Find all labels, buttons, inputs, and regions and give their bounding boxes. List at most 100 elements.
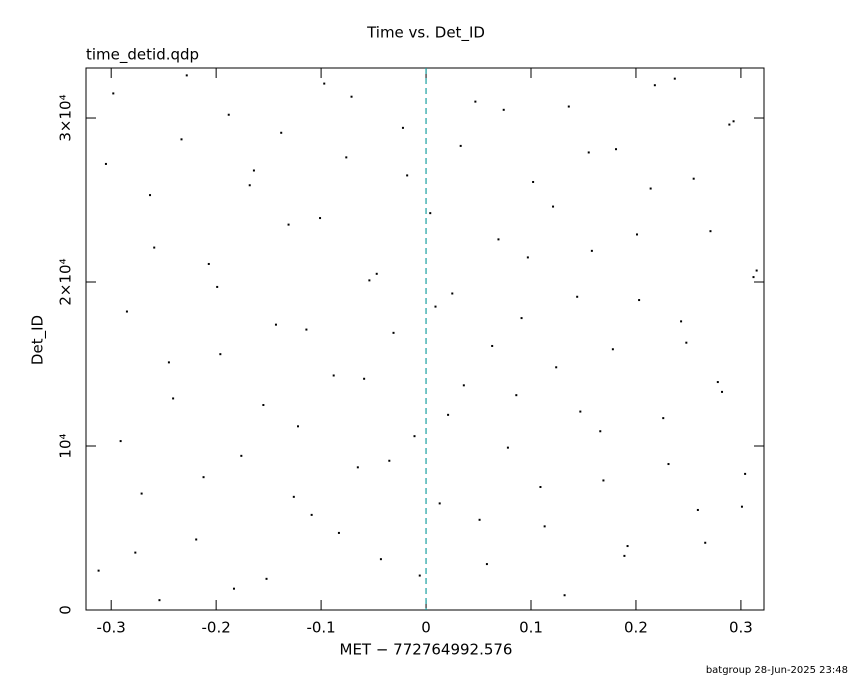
point (579, 410, 582, 413)
point (337, 531, 340, 534)
y-tick-label: 3×10⁴ (57, 94, 75, 141)
point (232, 587, 235, 590)
point (653, 84, 656, 87)
point (438, 502, 441, 505)
x-tick-label: -0.3 (97, 619, 126, 637)
point (368, 279, 371, 282)
point (491, 344, 494, 347)
point (451, 292, 454, 295)
point (292, 495, 295, 498)
point (502, 108, 505, 111)
point (172, 397, 175, 400)
point (474, 100, 477, 103)
point (563, 594, 566, 597)
point (590, 249, 593, 252)
point (280, 131, 283, 134)
point (552, 205, 555, 208)
point (350, 95, 353, 98)
point (662, 417, 665, 420)
point (638, 299, 641, 302)
point (673, 77, 676, 80)
point (305, 328, 308, 331)
point (356, 466, 359, 469)
chart-subtitle: time_detid.qdp (86, 46, 199, 65)
y-tick-label: 0 (57, 605, 75, 615)
point (623, 554, 626, 557)
point (555, 366, 558, 369)
point (262, 404, 265, 407)
point (219, 353, 222, 356)
point (185, 74, 188, 77)
point (388, 459, 391, 462)
point (506, 446, 509, 449)
point (418, 574, 421, 577)
x-tick-label: 0 (421, 619, 431, 637)
point (709, 230, 712, 233)
point (732, 120, 735, 123)
point (704, 541, 707, 544)
point (379, 558, 382, 561)
point (539, 486, 542, 489)
point (587, 151, 590, 154)
point (363, 377, 366, 380)
point (740, 505, 743, 508)
point (532, 180, 535, 183)
point (576, 295, 579, 298)
point (602, 479, 605, 482)
point (319, 217, 322, 220)
point (462, 384, 465, 387)
point (134, 551, 137, 554)
x-tick-label: -0.2 (202, 619, 231, 637)
point (755, 269, 758, 272)
chart-title: Time vs. Det_ID (366, 24, 485, 43)
point (140, 492, 143, 495)
point (149, 194, 152, 197)
x-tick-label: 0.2 (624, 619, 648, 637)
point (287, 223, 290, 226)
point (274, 323, 277, 326)
point (615, 148, 618, 151)
x-tick-label: 0.1 (519, 619, 543, 637)
x-tick-label: -0.1 (306, 619, 335, 637)
point (167, 361, 170, 364)
point (323, 82, 326, 85)
point (265, 577, 268, 580)
point (310, 513, 313, 516)
footer: batgroup 28-Jun-2025 23:48 (706, 665, 848, 676)
point (158, 599, 161, 602)
point (153, 246, 156, 249)
point (447, 413, 450, 416)
point (543, 525, 546, 528)
point (526, 256, 529, 259)
point (345, 156, 348, 159)
point (752, 276, 755, 279)
point (297, 425, 300, 428)
x-axis-label: MET − 772764992.576 (340, 641, 513, 659)
point (207, 262, 210, 265)
point (716, 381, 719, 384)
point (429, 212, 432, 215)
point (520, 317, 523, 320)
y-axis-label: Det_ID (29, 315, 48, 365)
point (567, 105, 570, 108)
point (685, 341, 688, 344)
point (680, 320, 683, 323)
point (515, 394, 518, 397)
point (728, 123, 731, 126)
point (478, 518, 481, 521)
point (227, 113, 230, 116)
point (375, 272, 378, 275)
point (413, 435, 416, 438)
point (240, 454, 243, 457)
point (401, 126, 404, 129)
point (112, 92, 115, 95)
point (636, 233, 639, 236)
point (626, 545, 629, 548)
point (649, 187, 652, 190)
point (744, 472, 747, 475)
point (406, 174, 409, 177)
x-tick-label: 0.3 (729, 619, 753, 637)
y-tick-label: 2×10⁴ (57, 258, 75, 305)
y-tick-label: 10⁴ (57, 433, 75, 458)
